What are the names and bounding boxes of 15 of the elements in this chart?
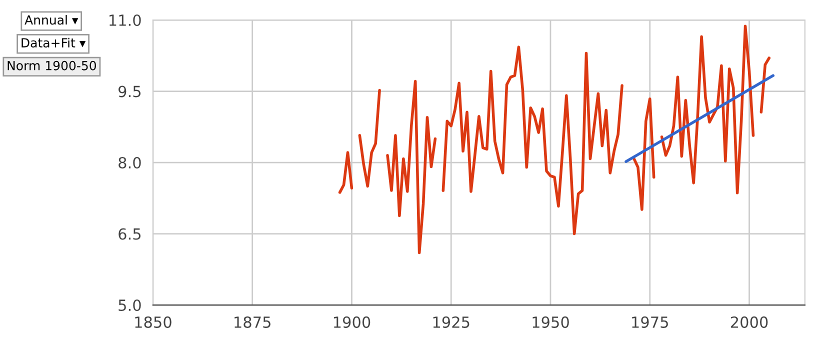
x-tick-label: 1850 bbox=[135, 316, 172, 328]
x-tick-label: 1925 bbox=[433, 316, 470, 328]
x-tick-label: 1950 bbox=[532, 316, 569, 328]
text: Annual ▾ bbox=[24, 15, 78, 25]
y-tick-label: 5.0 bbox=[118, 299, 141, 312]
x-tick-label: 1875 bbox=[234, 316, 270, 328]
text: Norm 1900-50 bbox=[8, 60, 96, 70]
y-tick-label: 11.0 bbox=[110, 14, 141, 26]
x-tick-label: 1975 bbox=[632, 316, 668, 328]
text: Data+Fit ▾ bbox=[22, 38, 86, 48]
y-tick-label: 6.5 bbox=[118, 228, 141, 240]
x-tick-label: 2000 bbox=[730, 316, 768, 328]
y-tick-label: 9.5 bbox=[118, 86, 141, 98]
x-tick-label: 1900 bbox=[334, 316, 370, 328]
y-tick-label: 8.0 bbox=[118, 156, 141, 169]
